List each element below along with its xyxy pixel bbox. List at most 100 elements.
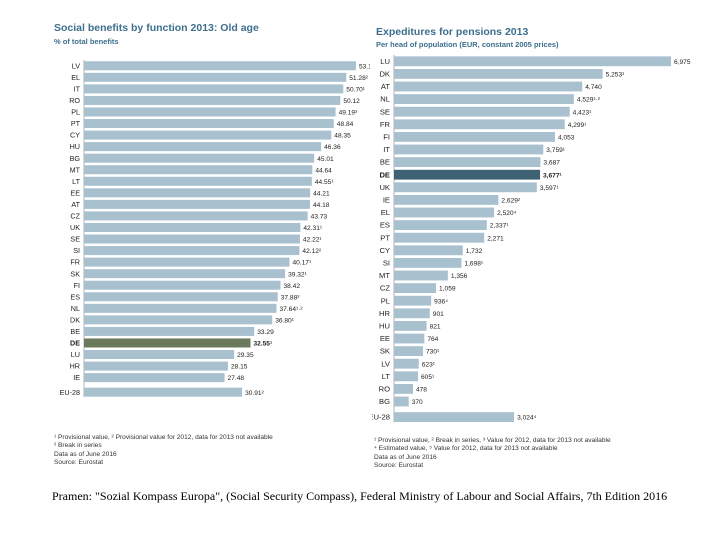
category-label-cz: CZ xyxy=(70,212,80,221)
bar-fr xyxy=(84,257,290,267)
category-label-hr: HR xyxy=(70,362,80,371)
category-label-be: BE xyxy=(70,327,80,336)
value-label-cy: 1,732 xyxy=(466,248,483,255)
value-label-el: 2,520⁴ xyxy=(497,210,517,217)
value-label-se: 42.22¹ xyxy=(303,237,323,244)
bar-de xyxy=(394,169,541,180)
left-bar-chart: LV 53.17¹ EL 51.28² IT 50.70¹ RO 50.12 PL 49.19² P… xyxy=(60,60,370,397)
category-label-de: DE xyxy=(379,170,390,179)
category-label-uk: UK xyxy=(70,223,80,232)
bar-lv xyxy=(84,61,356,71)
left-footnote-3: Data as of June 2016 xyxy=(54,450,117,458)
category-label-ie: IE xyxy=(383,196,390,205)
bar-hu xyxy=(84,142,322,152)
bar-nl xyxy=(84,303,277,313)
bar-fi xyxy=(394,131,555,142)
value-label-sk: 730¹ xyxy=(426,349,440,356)
value-label-de: 32.55¹ xyxy=(253,341,272,348)
bar-mt xyxy=(394,270,448,281)
category-label-el: EL xyxy=(381,208,390,217)
bar-ie xyxy=(84,373,225,383)
bar-bg xyxy=(84,153,315,163)
left-chart-title: Social benefits by function 2013: Old ag… xyxy=(54,22,259,34)
value-label-bg: 370 xyxy=(412,399,423,406)
value-label-el: 51.28² xyxy=(349,75,369,82)
bar-bg xyxy=(394,396,409,407)
bar-hu xyxy=(394,320,427,331)
bar-el xyxy=(84,72,347,82)
bar-it xyxy=(394,144,544,155)
right-footnote-3: Data as of June 2016 xyxy=(374,453,437,461)
value-label-hu: 46.36 xyxy=(324,144,341,151)
category-label-bg: BG xyxy=(379,397,390,406)
bar-lt xyxy=(394,371,419,382)
category-label-fr: FR xyxy=(70,258,80,267)
value-label-es: 2,337¹ xyxy=(490,223,510,230)
bar-ro xyxy=(84,95,341,105)
value-label-fi: 4,053 xyxy=(558,135,575,142)
category-label-be: BE xyxy=(380,158,390,167)
bar-hr xyxy=(394,308,430,319)
category-label-eu-28: EU-28 xyxy=(372,413,390,422)
left-footnote-2: ² Break in series xyxy=(54,442,102,450)
value-label-uk: 3,597¹ xyxy=(540,185,560,192)
value-label-lu: 29.35 xyxy=(237,352,254,359)
bar-cy xyxy=(84,130,332,140)
bar-de xyxy=(84,338,251,348)
bar-be xyxy=(394,157,541,168)
category-label-ro: RO xyxy=(379,385,390,394)
category-label-fr: FR xyxy=(380,120,391,129)
value-label-ro: 478 xyxy=(416,387,427,394)
category-label-el: EL xyxy=(71,73,80,82)
bar-at xyxy=(84,199,310,209)
bar-el xyxy=(394,207,495,218)
value-label-fr: 4,299¹ xyxy=(568,122,588,129)
bar-lv xyxy=(394,358,419,369)
value-label-pt: 2,271 xyxy=(487,235,504,242)
value-label-es: 37.88² xyxy=(281,294,301,301)
bar-pl xyxy=(394,295,432,306)
value-label-it: 3,759¹ xyxy=(546,147,566,154)
category-label-lt: LT xyxy=(382,372,391,381)
right-bar-chart: LU 6,975 DK 5,253¹ AT 4,740 NL 4,529¹·² SE 4,423¹… xyxy=(372,55,691,423)
bar-pl xyxy=(84,107,336,117)
category-label-se: SE xyxy=(70,235,80,244)
value-label-be: 3,687 xyxy=(543,160,560,167)
category-label-mt: MT xyxy=(379,271,390,280)
bar-pt xyxy=(394,232,485,243)
value-label-bg: 45.01 xyxy=(317,156,334,163)
category-label-pl: PL xyxy=(71,108,80,117)
bar-cz xyxy=(394,283,437,294)
category-label-nl: NL xyxy=(71,304,80,313)
bar-sk xyxy=(84,269,286,279)
bar-hr xyxy=(84,361,228,371)
bar-lu xyxy=(84,350,235,360)
category-label-it: IT xyxy=(383,145,390,154)
value-label-at: 4,740 xyxy=(585,84,602,91)
value-label-ro: 50.12 xyxy=(343,98,360,105)
value-label-cy: 48.35 xyxy=(334,133,351,140)
right-footnote-2: ⁴ Estimated value, ⁵ Value for 2012, dat… xyxy=(374,445,558,453)
category-label-lu: LU xyxy=(71,350,80,359)
bar-cy xyxy=(394,245,463,256)
category-label-ie: IE xyxy=(73,373,80,382)
value-label-uk: 42.31¹ xyxy=(303,225,323,232)
right-footnotes: ¹ Provisional value, ² Break in series, … xyxy=(374,437,611,471)
right-chart-subtitle: Per head of population (EUR, constant 20… xyxy=(376,40,559,49)
value-label-hu: 821 xyxy=(430,324,441,331)
category-label-fi: FI xyxy=(383,133,390,142)
category-label-mt: MT xyxy=(70,165,81,174)
category-label-sk: SK xyxy=(380,347,390,356)
value-label-pt: 48.84 xyxy=(337,121,354,128)
value-label-ie: 27.48 xyxy=(228,375,245,382)
bar-eu-28 xyxy=(394,412,515,423)
value-label-dk: 36.80¹ xyxy=(275,317,295,324)
category-label-ee: EE xyxy=(380,334,390,343)
value-label-lt: 44.55¹ xyxy=(315,179,335,186)
category-label-cy: CY xyxy=(379,246,390,255)
value-label-ee: 44.21 xyxy=(313,190,330,197)
bar-se xyxy=(84,234,300,244)
bar-dk xyxy=(394,68,603,79)
value-label-ee: 764 xyxy=(427,336,438,343)
category-label-dk: DK xyxy=(379,70,390,79)
